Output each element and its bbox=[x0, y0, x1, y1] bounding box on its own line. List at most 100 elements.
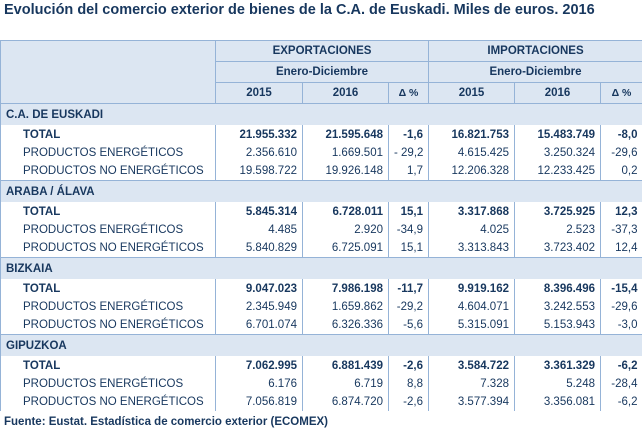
column-header: Δ % bbox=[388, 82, 429, 104]
value-cell: 3.725.925 bbox=[514, 202, 601, 221]
value-cell: 2.523 bbox=[514, 221, 601, 239]
value-cell: 6.176 bbox=[215, 375, 303, 393]
value-cell: 1.659.862 bbox=[302, 298, 389, 316]
value-cell: -6,2 bbox=[599, 393, 642, 411]
row-label: TOTAL bbox=[0, 279, 216, 298]
value-cell: 6.719 bbox=[302, 375, 389, 393]
header-cell: IMPORTACIONES bbox=[427, 40, 642, 62]
value-cell: -5,6 bbox=[388, 316, 429, 335]
value-cell: 6.725.091 bbox=[302, 239, 389, 258]
value-cell: 19.598.722 bbox=[215, 162, 303, 181]
value-cell: 2.920 bbox=[302, 221, 389, 239]
table-body: C.A. DE EUSKADI TOTAL 21.955.332 21.595.648… bbox=[0, 103, 642, 411]
value-cell: 3.361.329 bbox=[514, 356, 601, 375]
section-row: BIZKAIA bbox=[0, 257, 642, 279]
value-cell: -37,3 bbox=[599, 221, 642, 239]
value-cell: -1,6 bbox=[388, 125, 429, 144]
header-cell: Enero-Diciembre bbox=[427, 61, 642, 83]
value-cell: 5.840.829 bbox=[215, 239, 303, 258]
data-row: PRODUCTOS ENERGÉTICOS 4.485 2.920 -34,9 4.02… bbox=[0, 221, 642, 239]
section-row: GIPUZKOA bbox=[0, 334, 642, 356]
data-table: EXPORTACIONES IMPORTACIONES Enero-Diciem… bbox=[0, 40, 642, 411]
value-cell: -6,2 bbox=[599, 356, 642, 375]
value-cell: 7.062.995 bbox=[215, 356, 303, 375]
data-row: PRODUCTOS NO ENERGÉTICOS 7.056.819 6.874.7… bbox=[0, 393, 642, 411]
title: Evolución del comercio exterior de biene… bbox=[4, 2, 595, 18]
value-cell: 3.242.553 bbox=[514, 298, 601, 316]
value-cell: -29,6 bbox=[599, 144, 642, 162]
value-cell: -15,4 bbox=[599, 279, 642, 298]
total-row: TOTAL 7.062.995 6.881.439 -2,6 3.584.722 3.36… bbox=[0, 356, 642, 375]
value-cell: -11,7 bbox=[388, 279, 429, 298]
value-cell: 15,1 bbox=[388, 202, 429, 221]
row-label: PRODUCTOS NO ENERGÉTICOS bbox=[0, 162, 216, 181]
value-cell: 1.669.501 bbox=[302, 144, 389, 162]
section-name: ARABA / ÁLAVA bbox=[0, 180, 642, 202]
column-header: Δ % bbox=[599, 82, 642, 104]
data-row: PRODUCTOS NO ENERGÉTICOS 5.840.829 6.725.0… bbox=[0, 239, 642, 258]
value-cell: 5.845.314 bbox=[215, 202, 303, 221]
value-cell: 3.723.402 bbox=[514, 239, 601, 258]
value-cell: 5.248 bbox=[514, 375, 601, 393]
header-cell bbox=[0, 40, 216, 104]
header-cell: Enero-Diciembre bbox=[215, 61, 429, 83]
data-row: PRODUCTOS NO ENERGÉTICOS 19.598.722 19.926… bbox=[0, 162, 642, 181]
value-cell: 16.821.753 bbox=[428, 125, 515, 144]
value-cell: 12,3 bbox=[599, 202, 642, 221]
value-cell: -8,0 bbox=[599, 125, 642, 144]
header-row: Enero-Diciembre Enero-Diciembre bbox=[1, 61, 642, 83]
value-cell: 2.345.949 bbox=[215, 298, 303, 316]
value-cell: 21.955.332 bbox=[215, 125, 303, 144]
value-cell: -3,0 bbox=[599, 316, 642, 335]
value-cell: 7.056.819 bbox=[215, 393, 303, 411]
value-cell: 3.317.868 bbox=[428, 202, 515, 221]
section-name: C.A. DE EUSKADI bbox=[0, 103, 642, 125]
header-row: 2015 2016 Δ % 2015 2016 Δ % bbox=[1, 82, 642, 104]
value-cell: -2,6 bbox=[388, 393, 429, 411]
value-cell: -28,4 bbox=[599, 375, 642, 393]
value-cell: 6.728.011 bbox=[302, 202, 389, 221]
value-cell: 8.396.496 bbox=[514, 279, 601, 298]
column-header: 2016 bbox=[302, 82, 389, 104]
value-cell: 5.153.943 bbox=[514, 316, 601, 335]
row-label: PRODUCTOS ENERGÉTICOS bbox=[0, 144, 216, 162]
section-row: C.A. DE EUSKADI bbox=[0, 103, 642, 125]
row-label: PRODUCTOS NO ENERGÉTICOS bbox=[0, 239, 216, 258]
total-row: TOTAL 9.047.023 7.986.198 -11,7 9.919.162 8.3… bbox=[0, 279, 642, 298]
footer: Fuente: Eustat. Estadística de comercio … bbox=[4, 416, 328, 428]
header-cell: EXPORTACIONES bbox=[215, 40, 429, 62]
value-cell: 2.356.610 bbox=[215, 144, 303, 162]
value-cell: 3.584.722 bbox=[428, 356, 515, 375]
value-cell: - 29,2 bbox=[388, 144, 429, 162]
value-cell: 8,8 bbox=[388, 375, 429, 393]
value-cell: 1,7 bbox=[388, 162, 429, 181]
value-cell: 6.881.439 bbox=[302, 356, 389, 375]
value-cell: 12.206.328 bbox=[428, 162, 515, 181]
value-cell: 5.315.091 bbox=[428, 316, 515, 335]
table-header: EXPORTACIONES IMPORTACIONES Enero-Diciem… bbox=[0, 40, 642, 104]
value-cell: 4.615.425 bbox=[428, 144, 515, 162]
value-cell: 4.485 bbox=[215, 221, 303, 239]
section-name: BIZKAIA bbox=[0, 257, 642, 279]
value-cell: 15,1 bbox=[388, 239, 429, 258]
data-row: PRODUCTOS NO ENERGÉTICOS 6.701.074 6.326.3… bbox=[0, 316, 642, 335]
row-label: PRODUCTOS NO ENERGÉTICOS bbox=[0, 316, 216, 335]
value-cell: 3.577.394 bbox=[428, 393, 515, 411]
column-header: 2016 bbox=[514, 82, 601, 104]
value-cell: 6.326.336 bbox=[302, 316, 389, 335]
row-label: TOTAL bbox=[0, 125, 216, 144]
value-cell: 3.356.081 bbox=[514, 393, 601, 411]
value-cell: 7.986.198 bbox=[302, 279, 389, 298]
column-header: 2015 bbox=[215, 82, 303, 104]
data-row: PRODUCTOS ENERGÉTICOS 6.176 6.719 8,8 7.328 5… bbox=[0, 375, 642, 393]
row-label: PRODUCTOS ENERGÉTICOS bbox=[0, 298, 216, 316]
value-cell: -29,6 bbox=[599, 298, 642, 316]
data-row: PRODUCTOS ENERGÉTICOS 2.345.949 1.659.862 -… bbox=[0, 298, 642, 316]
data-row: PRODUCTOS ENERGÉTICOS 2.356.610 1.669.501-… bbox=[0, 144, 642, 162]
row-label: TOTAL bbox=[0, 356, 216, 375]
value-cell: 4.604.071 bbox=[428, 298, 515, 316]
value-cell: 6.701.074 bbox=[215, 316, 303, 335]
value-cell: 3.250.324 bbox=[514, 144, 601, 162]
value-cell: 19.926.148 bbox=[302, 162, 389, 181]
